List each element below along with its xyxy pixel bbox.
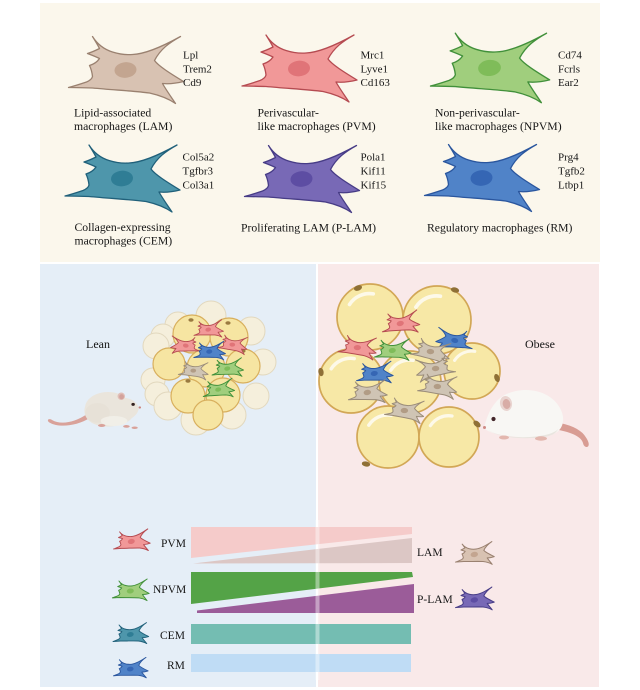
svg-text:Kif15: Kif15 (361, 179, 387, 191)
svg-text:Regulatory macrophages (RM): Regulatory macrophages (RM) (427, 222, 573, 235)
svg-text:Ltbp1: Ltbp1 (558, 179, 584, 191)
svg-text:PVM: PVM (161, 538, 186, 550)
svg-text:Obese: Obese (525, 337, 555, 351)
svg-text:P-LAM: P-LAM (417, 594, 453, 606)
svg-text:like macrophages (PVM): like macrophages (PVM) (258, 120, 376, 133)
svg-text:Lyve1: Lyve1 (361, 63, 389, 75)
svg-text:RM: RM (167, 660, 185, 672)
svg-text:like macrophages (NPVM): like macrophages (NPVM) (435, 120, 562, 133)
svg-text:LAM: LAM (417, 547, 443, 559)
svg-text:Kif11: Kif11 (361, 165, 386, 177)
svg-text:Proliferating LAM (P-LAM): Proliferating LAM (P-LAM) (241, 222, 376, 235)
svg-text:Cd163: Cd163 (361, 77, 391, 89)
svg-text:Fcrls: Fcrls (558, 63, 580, 75)
svg-text:Cd9: Cd9 (183, 77, 202, 89)
svg-text:Trem2: Trem2 (183, 63, 212, 75)
svg-text:Mrc1: Mrc1 (361, 49, 385, 61)
svg-text:Lean: Lean (86, 337, 110, 351)
svg-text:NPVM: NPVM (153, 584, 186, 596)
svg-text:Prg4: Prg4 (558, 151, 579, 163)
svg-text:Collagen-expressing: Collagen-expressing (75, 221, 171, 234)
svg-text:Perivascular-: Perivascular- (258, 107, 320, 120)
svg-text:Pola1: Pola1 (361, 151, 386, 163)
svg-text:CEM: CEM (160, 630, 185, 642)
svg-text:Col3a1: Col3a1 (183, 179, 215, 191)
svg-text:Tgfbr3: Tgfbr3 (183, 165, 214, 177)
svg-text:Lipid-associated: Lipid-associated (74, 107, 151, 120)
svg-text:Col5a2: Col5a2 (183, 151, 215, 163)
svg-text:Ear2: Ear2 (558, 77, 579, 89)
svg-text:macrophages (LAM): macrophages (LAM) (74, 120, 172, 133)
svg-text:Tgfb2: Tgfb2 (558, 165, 585, 177)
svg-text:macrophages (CEM): macrophages (CEM) (75, 234, 173, 247)
svg-text:Lpl: Lpl (183, 49, 198, 61)
svg-text:Non-perivascular-: Non-perivascular- (435, 107, 520, 120)
svg-text:Cd74: Cd74 (558, 49, 582, 61)
